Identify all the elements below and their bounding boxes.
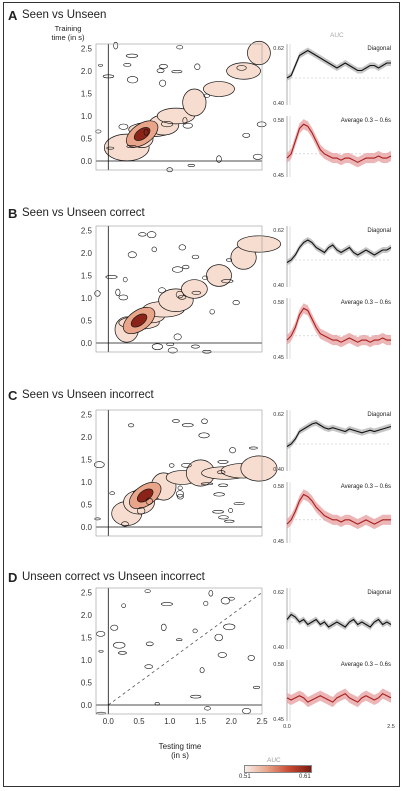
colorbar-min: 0.51 — [239, 774, 251, 780]
colorbar-title: AUC — [267, 757, 281, 764]
panel-title-d: Unseen correct vs Unseen incorrect — [22, 571, 205, 583]
panel-title-c: Seen vs Unseen incorrect — [22, 389, 154, 401]
colorbar-max: 0.61 — [299, 774, 311, 780]
panel-title-a: Seen vs Unseen — [22, 9, 107, 21]
auc-header: AUC — [330, 32, 344, 39]
panel-letter-d: D — [8, 570, 18, 585]
colorbar — [244, 765, 312, 773]
panel-letter-c: C — [8, 388, 18, 403]
x-axis-label: Testing time (in s) — [158, 742, 202, 760]
y-axis-label: Training time (in s) — [51, 24, 85, 42]
panel-letter-a: A — [8, 8, 18, 23]
panel-letter-b: B — [8, 206, 18, 221]
panel-title-b: Seen vs Unseen correct — [22, 207, 145, 219]
